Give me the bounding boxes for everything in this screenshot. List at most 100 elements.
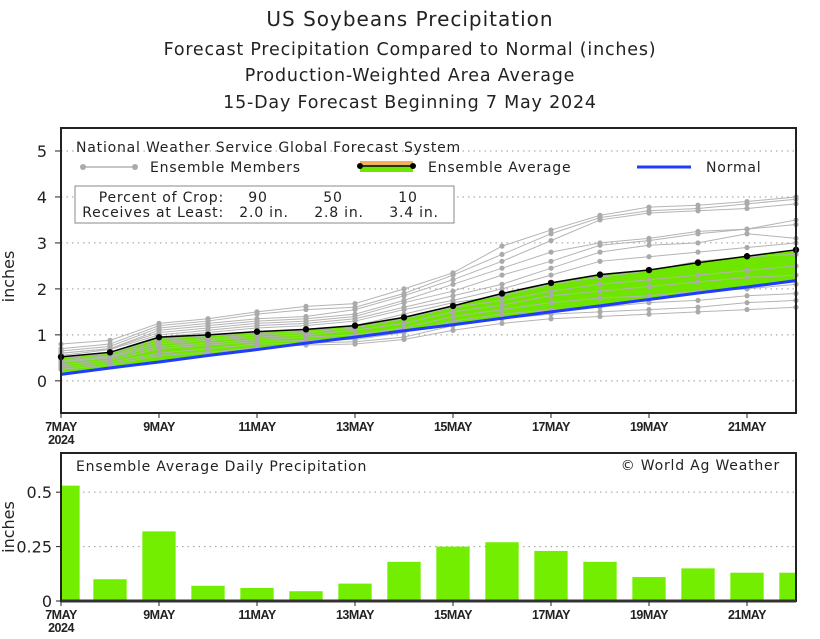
ensemble-member-point: [744, 201, 750, 207]
daily-bar: [61, 485, 80, 601]
ensemble-member-point: [450, 313, 456, 320]
ensemble-member-point: [695, 272, 701, 278]
y-tick-label: 0: [42, 592, 52, 611]
legend-members-marker: [132, 164, 138, 170]
ensemble-member-point: [450, 309, 456, 315]
ensemble-member-point: [597, 295, 603, 301]
ensemble-member-line: [60, 233, 797, 357]
ensemble-member-point: [352, 327, 358, 333]
ensemble-member-point: [646, 283, 652, 290]
daily-bar: [730, 572, 764, 601]
ensemble-member-point: [548, 249, 554, 255]
legend-average-marker: [410, 163, 416, 169]
ensemble-member-point: [548, 231, 554, 237]
ensemble-member-point: [499, 320, 505, 326]
y-tick-label: 0.5: [27, 483, 52, 502]
x-tick-label: 15MAY: [434, 608, 473, 622]
crop-amount-10: 3.4 in.: [389, 205, 439, 221]
ensemble-member-point: [450, 318, 456, 324]
ensemble-member-point: [499, 265, 505, 271]
ensemble-member-point: [499, 258, 505, 264]
ensemble-member-line: [60, 196, 797, 345]
ensemble-member-point: [646, 293, 652, 299]
chart-title: US Soybeans Precipitation: [266, 7, 553, 31]
ensemble-member-point: [597, 313, 603, 320]
ensemble-member-point: [499, 251, 505, 258]
legend-members-marker: [80, 164, 86, 170]
ensemble-member-point: [548, 238, 554, 244]
daily-bar: [142, 531, 176, 601]
ensemble-member-point: [450, 327, 456, 333]
ensemble-member-point: [548, 288, 554, 294]
ensemble-member-point: [205, 342, 211, 348]
x-tick-label: 19MAY: [630, 608, 669, 622]
ensemble-member-point: [450, 277, 456, 283]
daily-bar: [338, 583, 372, 601]
ensemble-member-point: [744, 300, 750, 306]
crop-percent-90: 90: [248, 190, 267, 206]
ensemble-member-point: [744, 231, 750, 237]
ensemble-member-point: [744, 274, 750, 280]
legend-members-label: Ensemble Members: [150, 160, 301, 176]
x-tick-label: 19MAY: [630, 420, 669, 434]
ensemble-member-line: [60, 198, 797, 350]
legend-average-band: [360, 161, 413, 166]
legend-normal-label: Normal: [706, 160, 761, 176]
ensemble-member-point: [597, 309, 603, 315]
daily-bar: [583, 561, 617, 601]
ensemble-member-point: [646, 254, 652, 260]
ensemble-member-point: [254, 341, 260, 347]
crop-table: [74, 185, 455, 224]
ensemble-member-point: [548, 227, 554, 233]
y-tick-label: 0: [37, 372, 47, 391]
ensemble-member-point: [744, 306, 750, 313]
crop-percent-10: 10: [398, 190, 417, 206]
ensemble-average-point: [253, 328, 261, 335]
ensemble-member-point: [646, 238, 652, 244]
ensemble-member-point: [499, 302, 505, 308]
daily-bar: [681, 568, 715, 601]
ensemble-member-point: [303, 306, 309, 313]
ensemble-member-point: [156, 346, 162, 352]
ensemble-member-line: [60, 203, 797, 352]
ensemble-member-point: [352, 318, 358, 324]
ensemble-member-line: [60, 299, 797, 368]
credit-text: © World Ag Weather: [621, 458, 780, 474]
x-tick-label: 9MAY: [143, 608, 176, 622]
ensemble-member-line: [60, 274, 797, 363]
ensemble-member-point: [695, 279, 701, 285]
ensemble-member-point: [450, 272, 456, 278]
ensemble-member-point: [352, 341, 358, 347]
ensemble-member-point: [646, 300, 652, 306]
ensemble-member-point: [352, 300, 358, 307]
ensemble-member-point: [548, 300, 554, 306]
bar-chart-title: Ensemble Average Daily Precipitation: [76, 459, 367, 475]
ensemble-member-point: [401, 293, 407, 299]
daily-bar: [191, 585, 225, 601]
ensemble-member-point: [499, 281, 505, 287]
ensemble-member-point: [156, 352, 162, 359]
x-tick-label: 21MAY: [728, 608, 767, 622]
ensemble-member-point: [499, 306, 505, 313]
ensemble-member-point: [646, 204, 652, 210]
ensemble-member-point: [499, 311, 505, 317]
ensemble-member-point: [597, 281, 603, 287]
ensemble-member-point: [205, 349, 211, 355]
normal-line: [60, 279, 797, 376]
x-tick-label: 15MAY: [434, 420, 473, 434]
ensemble-member-point: [401, 320, 407, 326]
ensemble-member-point: [548, 265, 554, 271]
x-tick-label: 21MAY: [728, 420, 767, 434]
ensemble-member-point: [597, 258, 603, 264]
daily-bar: [240, 587, 274, 601]
daily-bar: [632, 577, 666, 601]
ensemble-member-point: [450, 281, 456, 287]
ensemble-average-point: [155, 333, 163, 341]
ensemble-member-point: [744, 226, 750, 232]
ensemble-member-point: [597, 249, 603, 255]
x-tick-label: 11MAY: [238, 608, 277, 622]
x-tick-label: 17MAY: [532, 608, 571, 622]
x-tick-label: 17MAY: [532, 420, 571, 434]
ensemble-member-point: [646, 311, 652, 317]
ensemble-average-point: [400, 314, 408, 321]
